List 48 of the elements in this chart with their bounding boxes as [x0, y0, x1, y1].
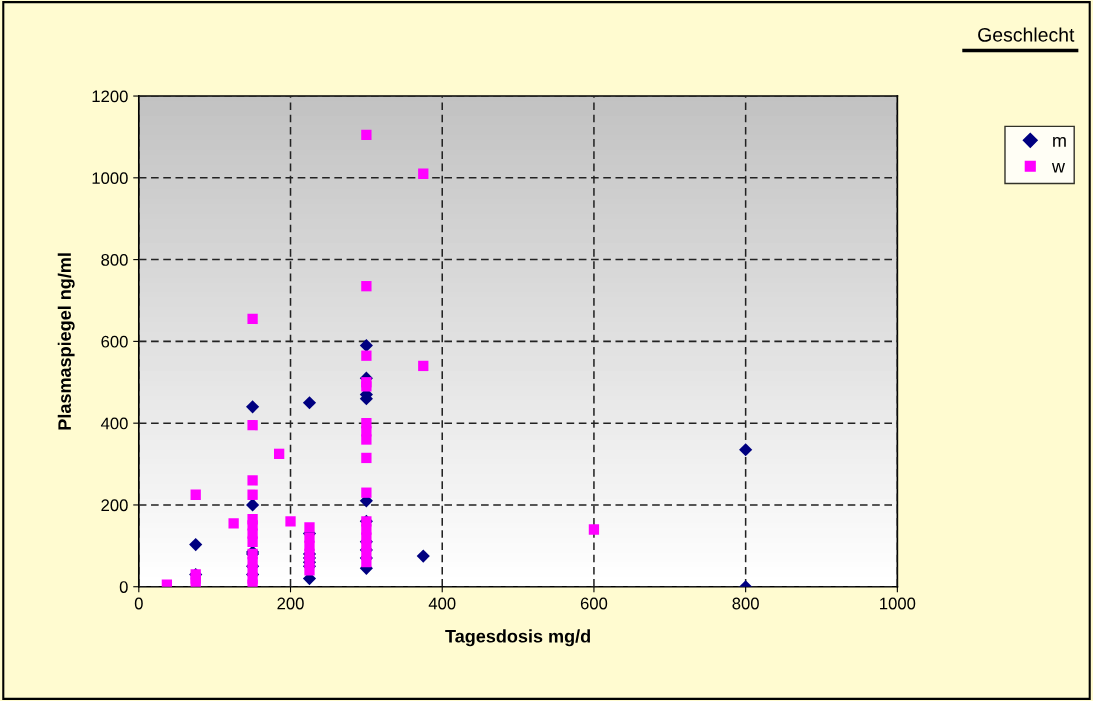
point [416, 549, 430, 563]
point [739, 443, 753, 457]
point [361, 452, 372, 464]
point [361, 557, 372, 568]
point [302, 396, 317, 410]
point [247, 420, 258, 431]
point [361, 434, 372, 445]
point [361, 350, 372, 361]
point [247, 313, 258, 325]
x-tick-label: 200 [277, 597, 304, 610]
y-tick-label: 0 [119, 581, 128, 593]
point [361, 129, 372, 141]
y-tick-label: 1000 [92, 172, 128, 185]
point [189, 538, 203, 552]
y-axis-title: Plasmaspiegel ng/ml [57, 253, 75, 430]
point [246, 498, 260, 512]
point [247, 475, 258, 486]
point [246, 400, 260, 414]
point [273, 448, 285, 459]
x-tick-label: 400 [428, 597, 456, 610]
y-tick-label: 800 [101, 254, 128, 266]
point [418, 168, 429, 179]
legend-label: w [1051, 162, 1066, 173]
y-tick-label: 400 [100, 417, 128, 430]
y-tick-label: 200 [101, 499, 128, 512]
point [285, 516, 296, 527]
x-axis-title: Tagesdosis mg/d [445, 629, 590, 647]
legend-label: m [1053, 136, 1066, 147]
point [304, 522, 315, 533]
legend-title: Geschlecht [978, 27, 1075, 42]
point [418, 360, 429, 372]
point [361, 281, 372, 292]
point [190, 489, 201, 500]
y-tick-label: 1200 [92, 90, 128, 103]
point [190, 577, 201, 587]
x-tick-label: 800 [732, 597, 759, 610]
point [247, 489, 258, 500]
y-tick-label: 600 [101, 335, 128, 348]
x-tick-label: 600 [580, 597, 608, 610]
x-tick-label: 0 [134, 597, 143, 610]
point [361, 381, 372, 392]
point [359, 338, 373, 353]
point [361, 487, 372, 498]
point [228, 518, 239, 529]
point [247, 536, 258, 547]
x-tick-label: 1000 [880, 597, 916, 610]
point [304, 565, 315, 576]
point [588, 524, 600, 535]
